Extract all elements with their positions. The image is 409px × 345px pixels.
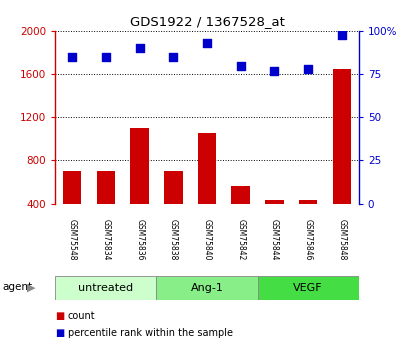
Point: [203, 40, 210, 46]
Text: GSM75848: GSM75848: [337, 219, 346, 260]
Bar: [164, 171, 182, 247]
Text: GSM75834: GSM75834: [101, 219, 110, 260]
Text: Ang-1: Ang-1: [190, 283, 223, 293]
Bar: [63, 171, 81, 247]
Text: GSM75846: GSM75846: [303, 219, 312, 260]
Bar: [156, 276, 257, 300]
Bar: [332, 69, 350, 247]
Point: [338, 32, 344, 37]
Point: [69, 54, 75, 60]
Text: GSM75836: GSM75836: [135, 219, 144, 260]
Text: GSM75840: GSM75840: [202, 219, 211, 260]
Text: VEGF: VEGF: [293, 283, 322, 293]
Bar: [231, 186, 249, 247]
Bar: [55, 276, 156, 300]
Text: GSM75548: GSM75548: [67, 219, 76, 260]
Text: untreated: untreated: [78, 283, 133, 293]
Text: GDS1922 / 1367528_at: GDS1922 / 1367528_at: [129, 16, 284, 29]
Bar: [197, 134, 216, 247]
Bar: [97, 171, 115, 247]
Text: GSM75844: GSM75844: [269, 219, 278, 260]
Point: [304, 66, 311, 72]
Text: ■: ■: [55, 311, 65, 321]
Point: [136, 46, 143, 51]
Point: [170, 54, 176, 60]
Text: ▶: ▶: [27, 282, 35, 292]
Text: ■: ■: [55, 328, 65, 338]
Bar: [265, 200, 283, 247]
Bar: [257, 276, 358, 300]
Point: [237, 63, 243, 68]
Point: [102, 54, 109, 60]
Point: [270, 68, 277, 73]
Bar: [298, 200, 317, 247]
Text: percentile rank within the sample: percentile rank within the sample: [67, 328, 232, 338]
Text: count: count: [67, 311, 95, 321]
Bar: [130, 128, 148, 247]
Text: GSM75842: GSM75842: [236, 219, 245, 260]
Text: agent: agent: [2, 282, 32, 292]
Text: GSM75838: GSM75838: [169, 219, 178, 260]
